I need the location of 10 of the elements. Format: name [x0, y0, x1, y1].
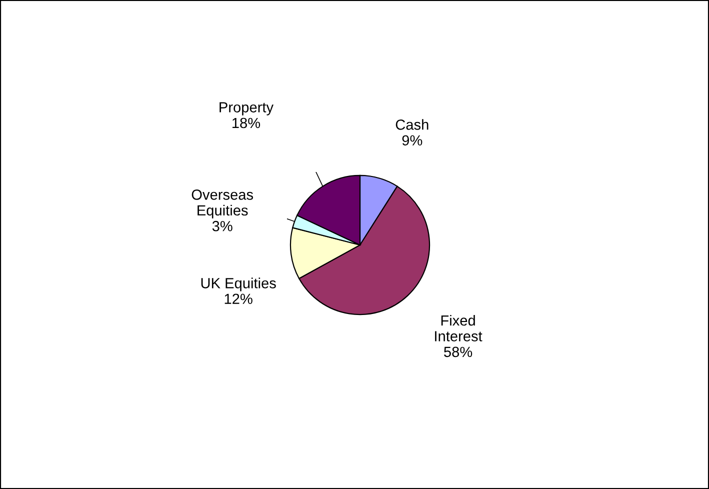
slice-label: Property [220, 102, 274, 116]
slice-label: UK Equities [201, 278, 276, 292]
data-label: 3% [212, 220, 232, 232]
data-label: 12% [224, 294, 252, 304]
slice-label: Cash [396, 119, 428, 130]
data-label: 58% [444, 346, 472, 358]
data-label: 9% [402, 135, 422, 146]
data-label: 18% [232, 118, 260, 128]
slice-label: Overseas Equities [192, 190, 254, 218]
slice-label: Fixed Interest [435, 314, 482, 342]
